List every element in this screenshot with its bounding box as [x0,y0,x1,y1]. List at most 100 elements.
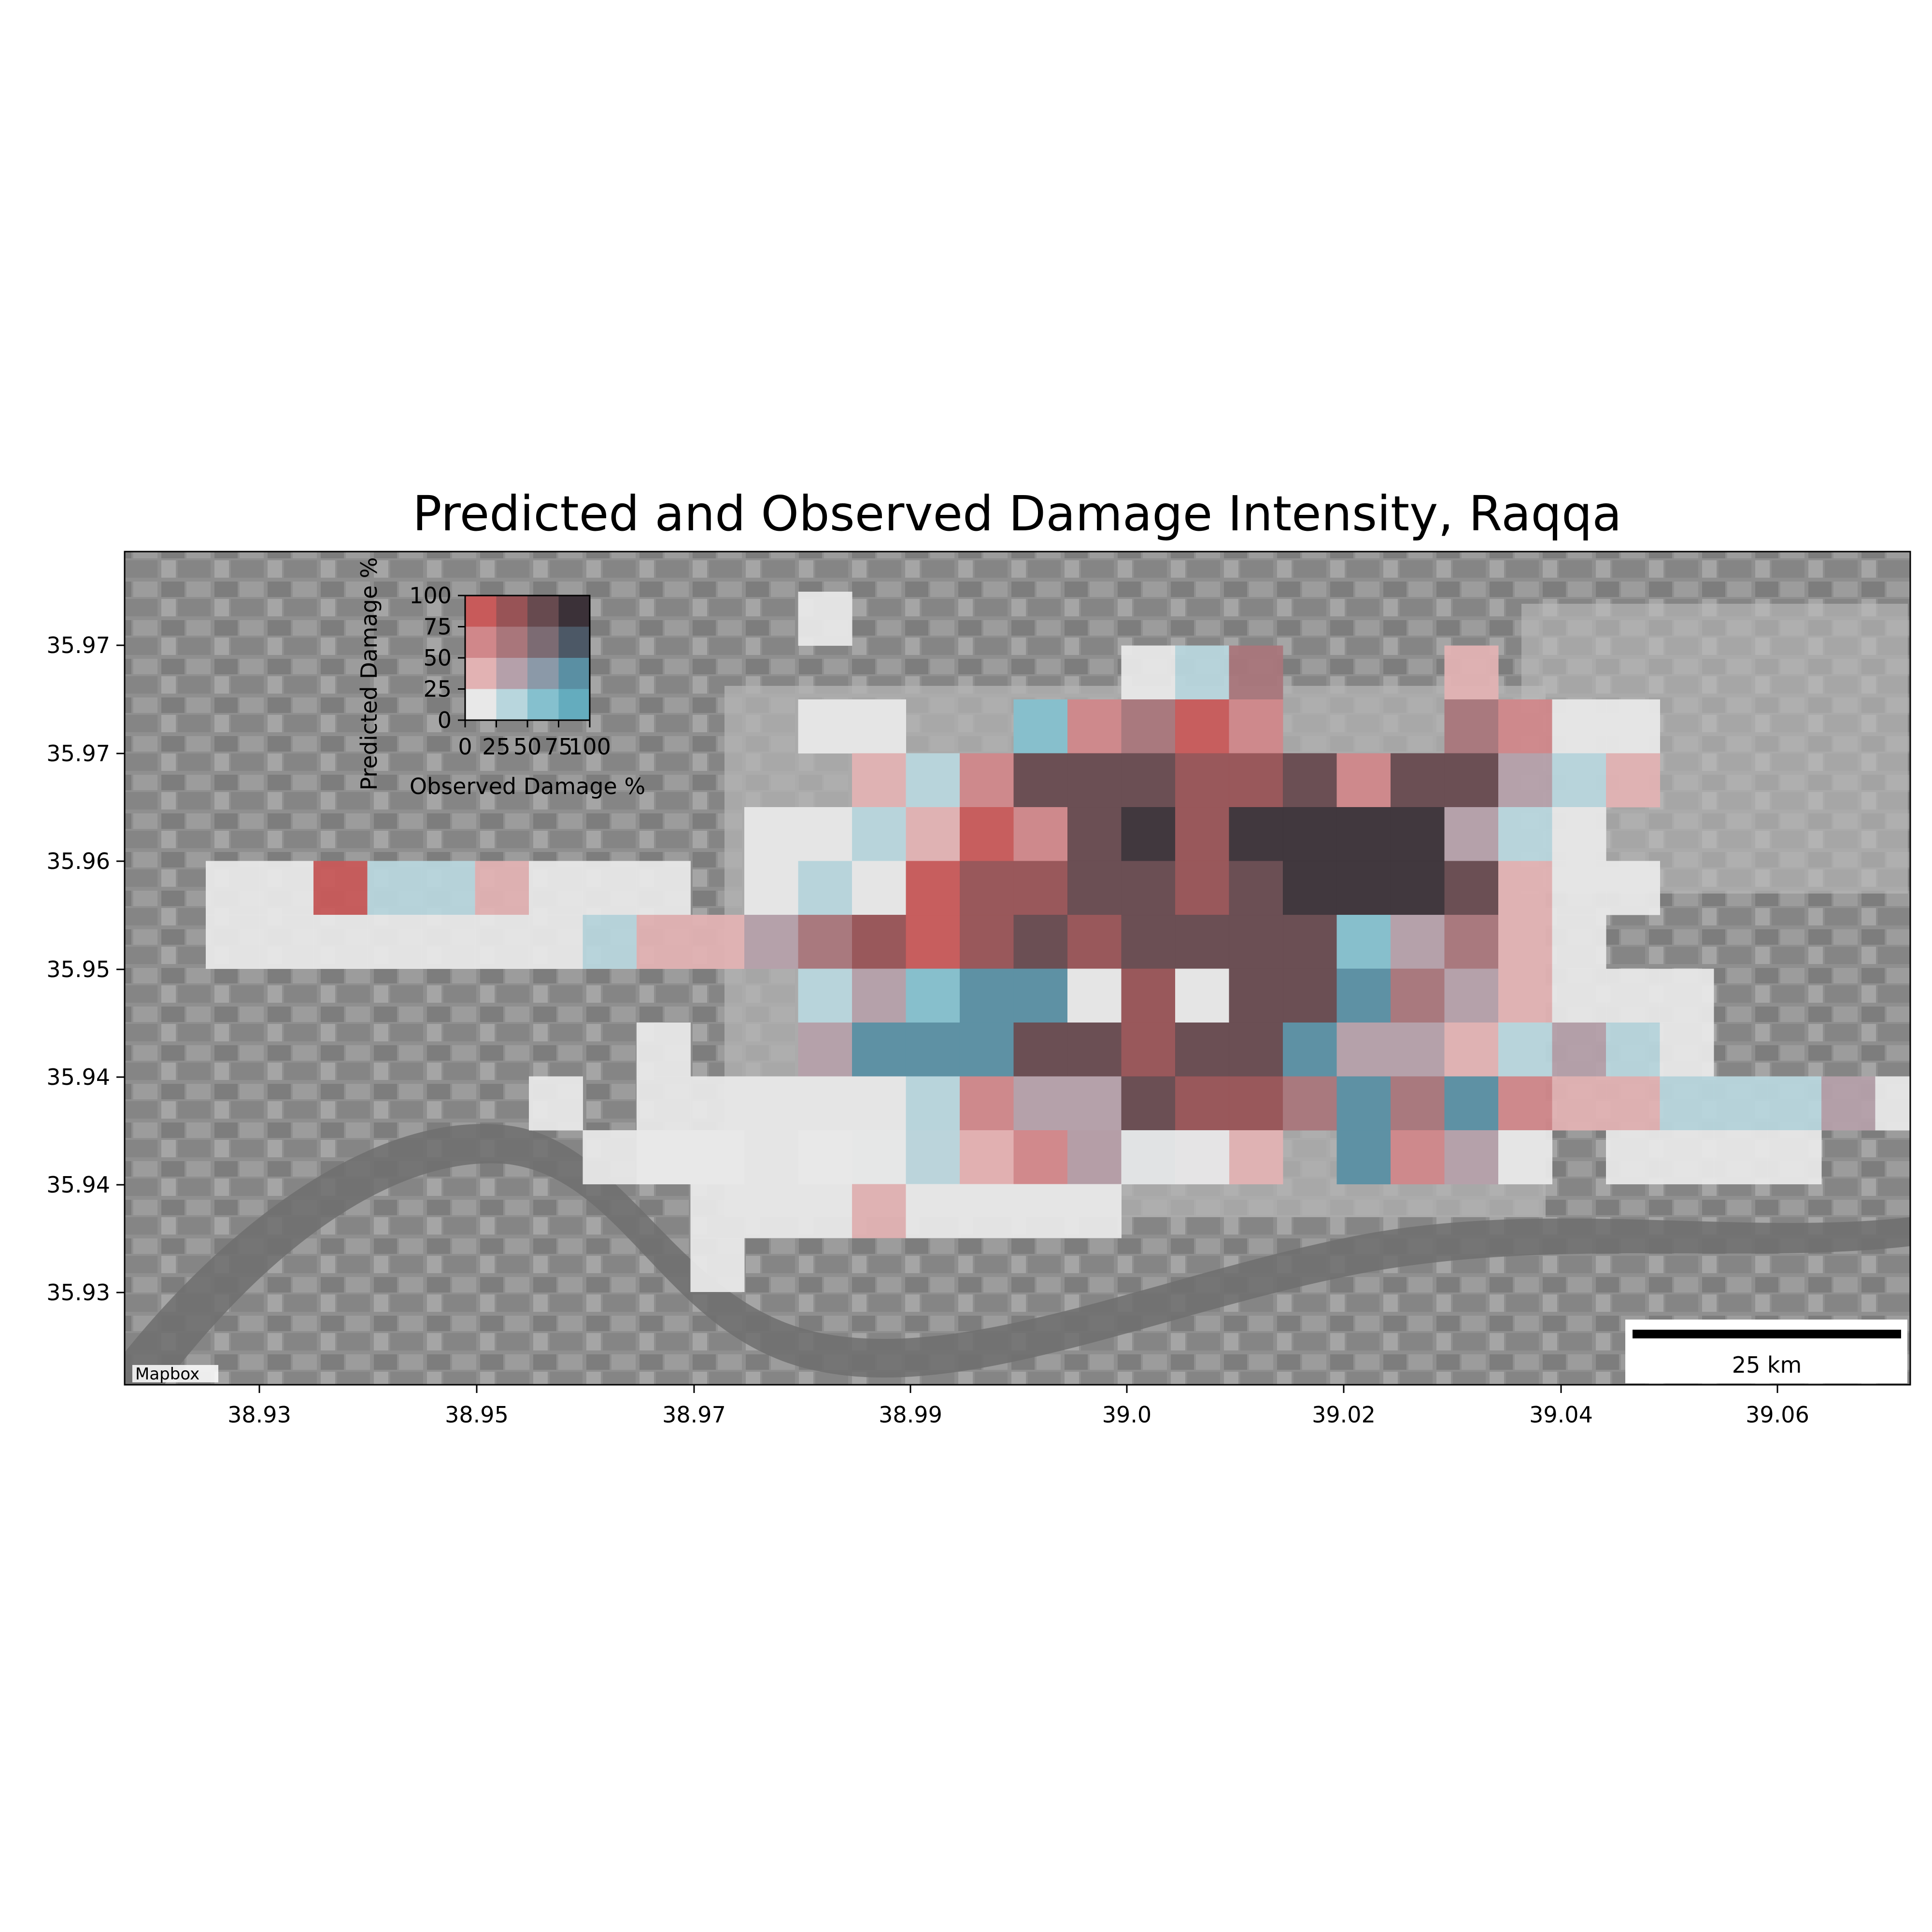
x-tick-label: 39.04 [1529,1402,1593,1428]
legend-x-tick-label: 0 [458,734,472,760]
grid-cell [1444,645,1499,700]
grid-cell [1552,968,1606,1023]
grid-cell [960,753,1014,808]
grid-cell [1498,807,1552,861]
grid-cell [906,968,960,1023]
grid-cell [1229,861,1283,915]
grid-cell [1606,1023,1660,1077]
grid-cell [1175,968,1229,1023]
grid-cell [1013,807,1068,861]
grid-cell [1121,645,1176,700]
grid-cell [1391,968,1445,1023]
grid-cell [1175,753,1229,808]
grid-cell [852,915,906,969]
grid-cell [1444,807,1499,861]
y-tick-label: 35.93 [46,1279,110,1306]
grid-cell [852,1023,906,1077]
grid-cell [206,861,260,915]
grid-cell [1444,1130,1499,1184]
grid-cell [1606,1076,1660,1131]
grid-cell [960,861,1014,915]
grid-cell [1067,1184,1122,1238]
grid-cell [1606,1130,1660,1184]
grid-cell [1336,1130,1391,1184]
legend-swatch [558,658,590,689]
map-area[interactable] [125,552,1930,1385]
grid-cell [421,861,475,915]
grid-cell [1391,807,1445,861]
grid-cell [1229,915,1283,969]
grid-cell [798,807,852,861]
legend-swatch [465,626,497,658]
grid-cell [798,915,852,969]
grid-cell [1229,807,1283,861]
legend-swatch [527,658,559,689]
grid-cell [1660,968,1714,1023]
grid-cell [852,968,906,1023]
grid-cell [637,861,691,915]
x-tick-label: 38.95 [445,1402,509,1428]
grid-cell [744,1184,798,1238]
grid-cell [798,699,852,753]
legend-swatch [527,689,559,721]
grid-cell [906,807,960,861]
grid-cell [1121,1076,1176,1131]
grid-cell [1552,915,1606,969]
grid-cell [1229,968,1283,1023]
x-tick-label: 38.93 [227,1402,291,1428]
grid-cell [852,807,906,861]
grid-cell [1498,915,1552,969]
x-tick-label: 38.99 [879,1402,942,1428]
grid-cell [1175,915,1229,969]
grid-cell [906,861,960,915]
grid-cell [1336,1023,1391,1077]
grid-cell [1498,968,1552,1023]
grid-cell [1229,1023,1283,1077]
grid-cell [906,1023,960,1077]
grid-cell [1013,1076,1068,1131]
grid-cell [529,915,583,969]
y-tick-label: 35.97 [46,740,110,767]
grid-cell [798,968,852,1023]
grid-cell [906,1184,960,1238]
grid-cell [1067,1130,1122,1184]
grid-cell [1498,861,1552,915]
grid-cell [1283,807,1337,861]
grid-cell [1552,699,1606,753]
grid-cell [1229,645,1283,700]
grid-cell [1283,861,1337,915]
grid-cell [637,915,691,969]
grid-cell [906,915,960,969]
grid-cell [1283,915,1337,969]
grid-cell [1391,1130,1445,1184]
x-tick-label: 38.97 [662,1402,726,1428]
legend-ylabel: Predicted Damage % [356,557,382,791]
x-tick-label: 39.0 [1102,1402,1151,1428]
grid-cell [1229,699,1283,753]
legend-swatch [465,689,497,721]
x-tick-label: 39.06 [1746,1402,1809,1428]
grid-cell [1391,861,1445,915]
grid-cell [1067,861,1122,915]
grid-cell [744,1130,798,1184]
grid-cell [1121,1130,1176,1184]
legend-swatch [527,626,559,658]
grid-cell [1821,1076,1875,1131]
grid-cell [529,1076,583,1131]
grid-cell [852,861,906,915]
legend-swatch [465,658,497,689]
grid-cell [1498,1023,1552,1077]
grid-cell [690,1130,745,1184]
grid-cell [1714,1076,1768,1131]
grid-cell [744,861,798,915]
grid-cell [906,753,960,808]
legend-y-tick-label: 75 [423,614,452,640]
scale-bar: 25 km [1625,1320,1907,1383]
grid-cell [475,861,529,915]
grid-cell [1121,699,1176,753]
grid-cell [1121,1023,1176,1077]
grid-cell [960,915,1014,969]
grid-cell [1067,968,1122,1023]
grid-cell [1714,1130,1768,1184]
